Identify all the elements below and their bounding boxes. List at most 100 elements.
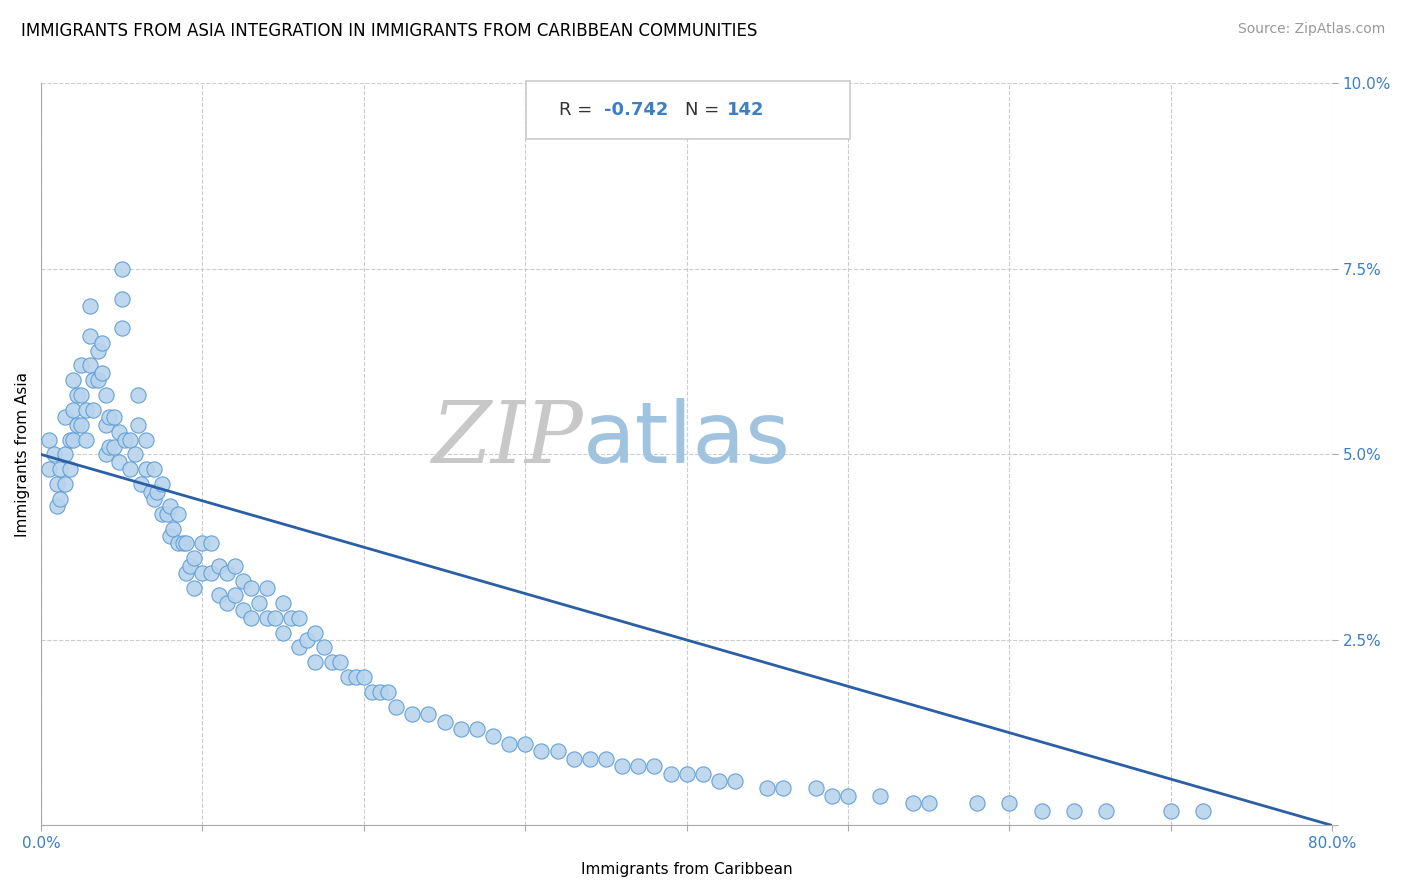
Point xyxy=(65,417,87,432)
Point xyxy=(129,477,152,491)
Point xyxy=(46,500,69,514)
Point xyxy=(179,558,201,573)
Point xyxy=(224,589,246,603)
Point xyxy=(1095,804,1118,818)
Point xyxy=(498,737,520,751)
Point xyxy=(336,670,359,684)
Point xyxy=(75,433,97,447)
Point xyxy=(118,462,141,476)
Point xyxy=(86,343,108,358)
Point xyxy=(1160,804,1182,818)
Point xyxy=(191,536,214,550)
Point xyxy=(200,536,222,550)
Point xyxy=(377,685,399,699)
Point xyxy=(304,625,326,640)
Point xyxy=(150,477,173,491)
Point xyxy=(94,417,117,432)
X-axis label: Immigrants from Caribbean: Immigrants from Caribbean xyxy=(581,862,793,877)
Point xyxy=(627,759,650,773)
Text: N =: N = xyxy=(685,101,725,119)
Point xyxy=(482,730,505,744)
Point xyxy=(579,752,602,766)
Point xyxy=(159,529,181,543)
Point xyxy=(107,425,129,440)
Point xyxy=(450,722,472,736)
Point xyxy=(675,766,697,780)
Point xyxy=(353,670,375,684)
Point xyxy=(368,685,391,699)
Point xyxy=(224,558,246,573)
Text: Source: ZipAtlas.com: Source: ZipAtlas.com xyxy=(1237,22,1385,37)
Point xyxy=(59,433,82,447)
Point xyxy=(127,388,149,402)
Point xyxy=(724,774,747,789)
Point xyxy=(167,507,190,521)
Text: -0.742: -0.742 xyxy=(603,101,668,119)
Point xyxy=(94,447,117,461)
Point xyxy=(111,262,134,277)
Point xyxy=(62,403,84,417)
Point xyxy=(280,610,302,624)
Y-axis label: Immigrants from Asia: Immigrants from Asia xyxy=(15,372,30,537)
Point xyxy=(118,433,141,447)
Point xyxy=(901,796,924,810)
Point xyxy=(79,328,101,343)
Point xyxy=(804,781,827,796)
Point xyxy=(418,707,440,722)
Point xyxy=(65,388,87,402)
Point xyxy=(215,596,238,610)
Point xyxy=(111,321,134,335)
Point xyxy=(103,410,125,425)
Point xyxy=(183,551,205,566)
Point xyxy=(312,640,335,655)
Point xyxy=(256,581,278,595)
Point xyxy=(401,707,423,722)
Point xyxy=(172,536,194,550)
Point xyxy=(53,447,76,461)
Point xyxy=(38,433,60,447)
Point xyxy=(124,447,146,461)
Point xyxy=(91,366,114,380)
Point xyxy=(998,796,1021,810)
Point xyxy=(1031,804,1053,818)
Point xyxy=(97,410,120,425)
Point xyxy=(53,410,76,425)
Text: ZIP: ZIP xyxy=(432,399,583,481)
Point xyxy=(79,359,101,373)
Text: R =: R = xyxy=(558,101,598,119)
Point xyxy=(433,714,456,729)
Point xyxy=(191,566,214,581)
Point xyxy=(200,566,222,581)
Point xyxy=(321,655,343,669)
Point xyxy=(304,655,326,669)
Point xyxy=(288,610,311,624)
Point xyxy=(70,359,93,373)
Point xyxy=(159,500,181,514)
Point xyxy=(156,507,179,521)
Text: IMMIGRANTS FROM ASIA INTEGRATION IN IMMIGRANTS FROM CARIBBEAN COMMUNITIES: IMMIGRANTS FROM ASIA INTEGRATION IN IMMI… xyxy=(21,22,758,40)
Point xyxy=(692,766,714,780)
Point xyxy=(75,403,97,417)
Point xyxy=(232,603,254,617)
Point xyxy=(107,455,129,469)
Point xyxy=(94,388,117,402)
Point xyxy=(62,373,84,387)
Point xyxy=(150,507,173,521)
Point xyxy=(114,433,136,447)
Point xyxy=(143,462,166,476)
Point xyxy=(46,477,69,491)
Point xyxy=(143,491,166,506)
Point xyxy=(49,491,72,506)
Point xyxy=(256,610,278,624)
Text: 142: 142 xyxy=(727,101,765,119)
Point xyxy=(271,625,294,640)
Point xyxy=(127,417,149,432)
Point xyxy=(53,477,76,491)
Point xyxy=(208,558,231,573)
Point xyxy=(208,589,231,603)
Point xyxy=(247,596,270,610)
Point xyxy=(465,722,488,736)
Point xyxy=(385,699,408,714)
Point xyxy=(82,373,104,387)
Point xyxy=(162,522,184,536)
